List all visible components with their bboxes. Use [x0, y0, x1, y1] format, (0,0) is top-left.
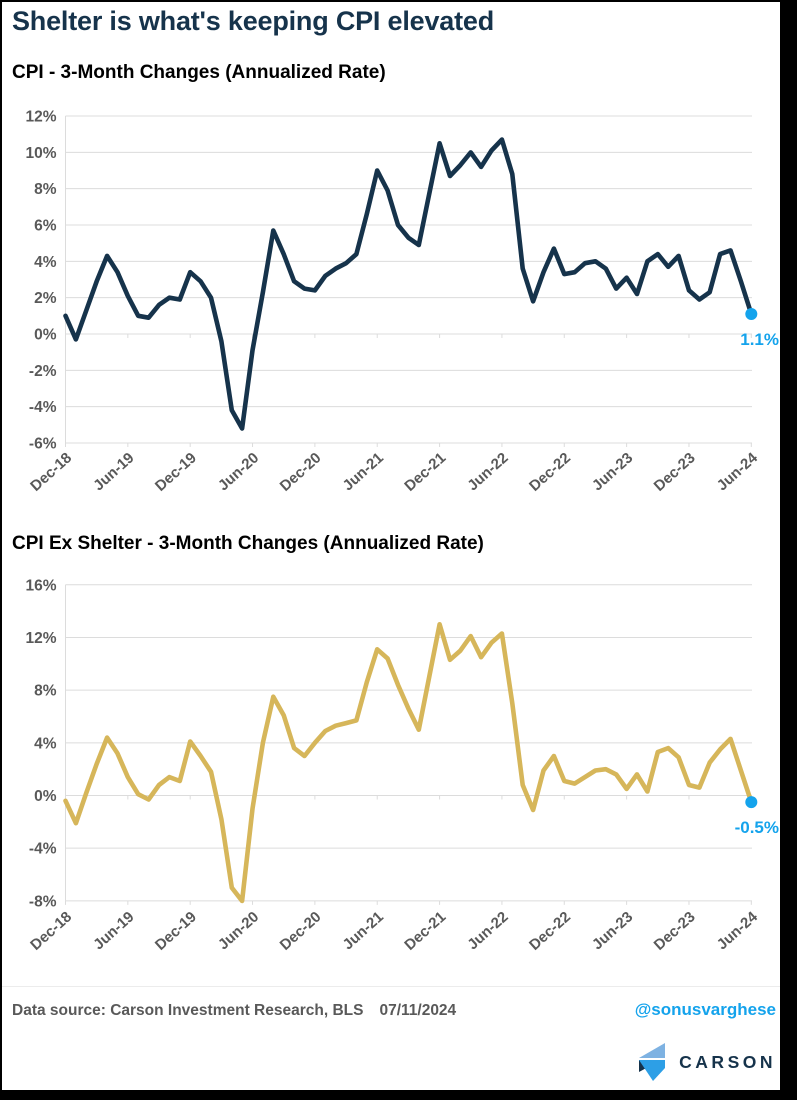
cpi-chart-title: CPI - 3-Month Changes (Annualized Rate) — [12, 62, 386, 83]
svg-text:Jun-20: Jun-20 — [215, 908, 262, 953]
cpi-ex-shelter-chart-title: CPI Ex Shelter - 3-Month Changes (Annual… — [12, 533, 484, 554]
svg-text:Jun-20: Jun-20 — [215, 449, 262, 494]
cpi-line-chart: 12% 10% 8% 6% 4% 2% 0% -2% -4% -6%Dec-18 Jun-19 Dec… — [25, 109, 779, 495]
svg-text:6%: 6% — [34, 218, 57, 235]
svg-text:Dec-20: Dec-20 — [277, 908, 325, 954]
data-source-text: Data source: Carson Investment Research,… — [12, 1002, 364, 1019]
svg-text:8%: 8% — [34, 181, 57, 198]
svg-text:Dec-19: Dec-19 — [152, 449, 200, 495]
svg-text:Dec-22: Dec-22 — [526, 908, 574, 954]
svg-text:4%: 4% — [34, 735, 57, 752]
svg-text:-4%: -4% — [29, 841, 57, 858]
svg-text:10%: 10% — [25, 145, 56, 162]
svg-text:Dec-18: Dec-18 — [27, 449, 75, 495]
svg-text:Jun-23: Jun-23 — [589, 908, 636, 953]
infographic-canvas: Shelter is what's keeping CPI elevated C… — [2, 2, 780, 1090]
svg-text:Jun-19: Jun-19 — [90, 449, 137, 494]
svg-text:Dec-22: Dec-22 — [526, 449, 574, 495]
twitter-handle: @sonusvarghese — [634, 1000, 776, 1019]
svg-text:-8%: -8% — [29, 893, 57, 910]
svg-text:-4%: -4% — [29, 399, 57, 416]
carson-logo: CARSON — [637, 1042, 776, 1082]
svg-text:Jun-22: Jun-22 — [464, 449, 511, 494]
svg-text:Jun-19: Jun-19 — [90, 908, 137, 953]
svg-text:Jun-23: Jun-23 — [589, 449, 636, 494]
svg-text:Dec-23: Dec-23 — [651, 908, 699, 954]
svg-text:Dec-23: Dec-23 — [651, 449, 699, 495]
svg-text:0%: 0% — [34, 788, 57, 805]
svg-text:12%: 12% — [25, 630, 56, 647]
svg-text:1.1%: 1.1% — [740, 330, 779, 349]
svg-text:Dec-18: Dec-18 — [27, 908, 75, 954]
footer-divider — [2, 986, 780, 987]
svg-text:Jun-24: Jun-24 — [714, 449, 762, 494]
svg-text:0%: 0% — [34, 327, 57, 344]
carson-logo-text: CARSON — [679, 1051, 776, 1072]
svg-text:4%: 4% — [34, 254, 57, 271]
svg-text:-2%: -2% — [29, 363, 57, 380]
svg-text:-0.5%: -0.5% — [735, 818, 779, 837]
svg-text:16%: 16% — [25, 577, 56, 594]
svg-text:Dec-21: Dec-21 — [401, 449, 449, 495]
svg-text:12%: 12% — [25, 109, 56, 126]
data-source-line: Data source: Carson Investment Research,… — [12, 1002, 456, 1020]
page-title: Shelter is what's keeping CPI elevated — [12, 6, 494, 36]
svg-text:Jun-21: Jun-21 — [340, 449, 387, 494]
cpi-ex-shelter-line-chart: 16% 12% 8% 4% 0% -4% -8%Dec-18 Jun-19 Dec-19 Jun-… — [25, 577, 779, 954]
carson-logo-mark — [639, 1043, 666, 1081]
svg-text:Dec-20: Dec-20 — [277, 449, 325, 495]
svg-text:2%: 2% — [34, 290, 57, 307]
svg-text:Jun-22: Jun-22 — [464, 908, 511, 953]
svg-text:Dec-19: Dec-19 — [152, 908, 200, 954]
svg-text:-6%: -6% — [29, 435, 57, 452]
svg-text:Dec-21: Dec-21 — [401, 908, 449, 954]
footer-date: 07/11/2024 — [379, 1002, 457, 1019]
svg-text:Jun-24: Jun-24 — [714, 908, 762, 953]
svg-text:Jun-21: Jun-21 — [340, 908, 387, 953]
svg-text:8%: 8% — [34, 683, 57, 700]
